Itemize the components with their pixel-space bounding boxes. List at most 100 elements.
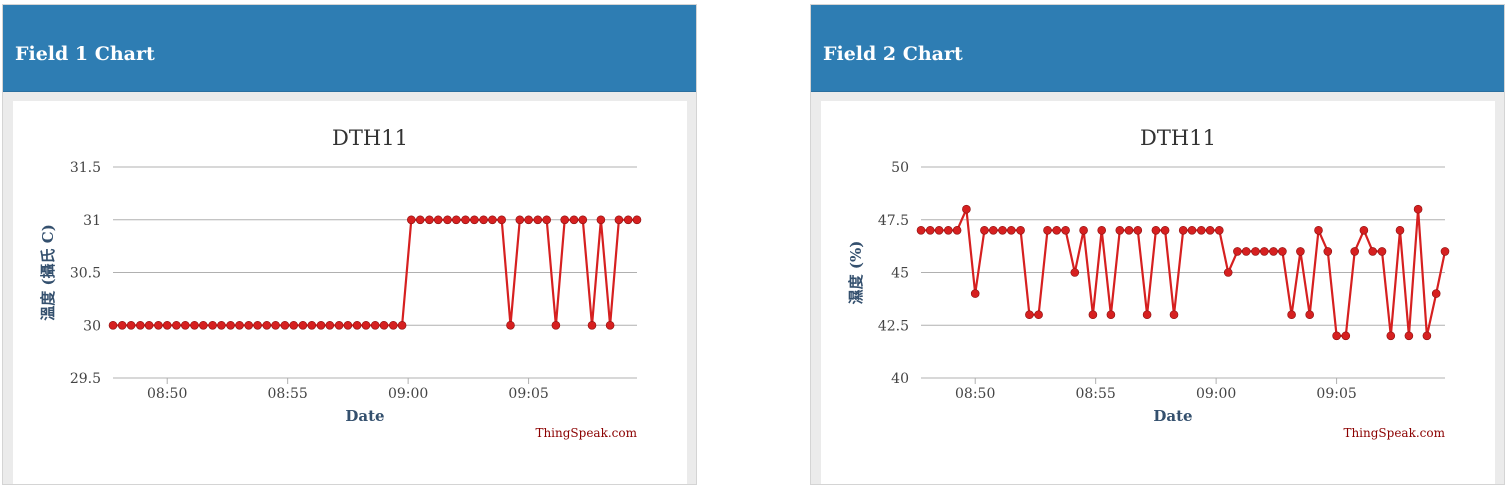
field-1-data-point[interactable] — [271, 321, 280, 330]
field-1-data-point[interactable] — [578, 215, 588, 225]
field-1-data-point[interactable] — [479, 215, 488, 225]
field-1-data-point[interactable] — [542, 215, 552, 225]
field-1-data-point[interactable] — [181, 321, 190, 330]
field-1-data-point[interactable] — [406, 215, 416, 225]
field-2-data-point[interactable] — [1025, 310, 1034, 319]
field-1-data-point[interactable] — [226, 321, 235, 330]
field-2-data-point[interactable] — [1431, 289, 1441, 298]
field-1-data-point[interactable] — [217, 321, 226, 330]
field-2-data-point[interactable] — [1097, 226, 1107, 235]
field-1-data-point[interactable] — [244, 321, 253, 330]
field-2-data-point[interactable] — [952, 226, 962, 235]
field-2-data-point[interactable] — [1332, 331, 1341, 341]
field-1-data-point[interactable] — [370, 321, 380, 330]
field-2-data-point[interactable] — [1305, 310, 1315, 319]
field-2-data-point[interactable] — [1377, 247, 1387, 256]
field-1-data-point[interactable] — [623, 215, 633, 225]
field-2-data-point[interactable] — [1007, 226, 1016, 235]
field-2-data-point[interactable] — [916, 226, 926, 235]
field-2-data-point[interactable] — [944, 226, 953, 235]
field-2-data-point[interactable] — [1142, 310, 1152, 319]
field-2-data-point[interactable] — [1350, 247, 1360, 256]
field-1-data-point[interactable] — [451, 215, 461, 225]
field-1-data-point[interactable] — [253, 321, 262, 330]
field-2-data-point[interactable] — [998, 226, 1007, 235]
field-1-data-point[interactable] — [235, 321, 244, 330]
field-2-data-point[interactable] — [1241, 247, 1251, 256]
field-2-data-point[interactable] — [1269, 247, 1278, 256]
field-1-data-point[interactable] — [614, 215, 624, 225]
field-1-data-point[interactable] — [199, 321, 208, 330]
field-2-data-point[interactable] — [1151, 226, 1161, 235]
field-1-data-point[interactable] — [605, 321, 615, 330]
field-2-data-point[interactable] — [1323, 247, 1333, 256]
field-1-data-point[interactable] — [307, 321, 317, 330]
field-2-data-point[interactable] — [934, 226, 944, 235]
field-2-data-point[interactable] — [1287, 310, 1296, 319]
field-2-data-point[interactable] — [1314, 226, 1323, 235]
field-2-data-point[interactable] — [1341, 331, 1351, 341]
field-2-data-point[interactable] — [1115, 226, 1125, 235]
field-1-data-point[interactable] — [470, 215, 479, 225]
field-1-data-point[interactable] — [533, 215, 543, 225]
field-1-data-point[interactable] — [136, 321, 145, 330]
field-1-data-point[interactable] — [126, 321, 136, 330]
field-2-data-point[interactable] — [1386, 331, 1396, 341]
field-1-data-point[interactable] — [587, 321, 597, 330]
field-1-data-point[interactable] — [208, 321, 217, 330]
field-2-data-point[interactable] — [1043, 226, 1052, 235]
field-2-data-point[interactable] — [1404, 331, 1414, 341]
field-1-data-point[interactable] — [524, 215, 533, 225]
field-2-data-point[interactable] — [1413, 204, 1423, 214]
field-1-data-point[interactable] — [361, 321, 371, 330]
field-1-data-point[interactable] — [388, 321, 398, 330]
field-1-data-point[interactable] — [497, 215, 507, 225]
field-1-data-point[interactable] — [461, 215, 470, 225]
field-2-data-point[interactable] — [1359, 226, 1369, 235]
field-2-data-point[interactable] — [1133, 226, 1143, 235]
field-1-data-point[interactable] — [298, 321, 308, 330]
field-1-data-point[interactable] — [397, 321, 407, 330]
field-1-data-point[interactable] — [343, 321, 353, 330]
field-1-data-point[interactable] — [325, 321, 335, 330]
field-2-data-point[interactable] — [1196, 226, 1206, 235]
field-1-data-point[interactable] — [443, 215, 452, 225]
field-1-data-point[interactable] — [262, 321, 272, 330]
field-2-data-point[interactable] — [1169, 310, 1179, 319]
field-1-data-point[interactable] — [172, 321, 181, 330]
field-1-data-point[interactable] — [162, 321, 172, 330]
field-2-data-point[interactable] — [1088, 310, 1098, 319]
field-1-credits-link[interactable]: ThingSpeak.com — [535, 426, 637, 440]
field-1-data-point[interactable] — [334, 321, 344, 330]
field-2-data-point[interactable] — [1061, 226, 1070, 235]
field-1-data-point[interactable] — [425, 215, 434, 225]
field-2-data-point[interactable] — [1233, 247, 1242, 256]
field-1-data-point[interactable] — [379, 321, 389, 330]
field-2-data-point[interactable] — [925, 226, 935, 235]
field-1-data-point[interactable] — [632, 215, 642, 225]
field-2-data-point[interactable] — [1178, 226, 1188, 235]
field-2-data-point[interactable] — [1052, 226, 1061, 235]
field-1-data-point[interactable] — [560, 215, 570, 225]
field-1-data-point[interactable] — [190, 321, 199, 330]
field-2-data-point[interactable] — [1214, 226, 1224, 235]
field-2-data-point[interactable] — [1440, 247, 1450, 256]
field-1-data-point[interactable] — [280, 321, 290, 330]
field-2-data-point[interactable] — [989, 226, 998, 235]
field-2-data-point[interactable] — [1070, 268, 1080, 277]
field-2-data-point[interactable] — [1251, 247, 1260, 256]
field-1-data-point[interactable] — [433, 215, 443, 225]
field-1-data-point[interactable] — [144, 321, 154, 330]
field-2-data-point[interactable] — [1079, 226, 1088, 235]
field-1-data-point[interactable] — [506, 321, 515, 330]
field-2-data-point[interactable] — [1259, 247, 1269, 256]
field-2-data-point[interactable] — [1395, 226, 1405, 235]
field-2-data-point[interactable] — [1278, 247, 1287, 256]
field-2-data-point[interactable] — [1422, 331, 1432, 341]
field-1-data-point[interactable] — [515, 215, 525, 225]
field-1-data-point[interactable] — [488, 215, 497, 225]
field-2-data-point[interactable] — [1106, 310, 1116, 319]
field-1-data-point[interactable] — [117, 321, 127, 330]
field-1-data-point[interactable] — [551, 321, 561, 330]
field-1-data-point[interactable] — [415, 215, 425, 225]
